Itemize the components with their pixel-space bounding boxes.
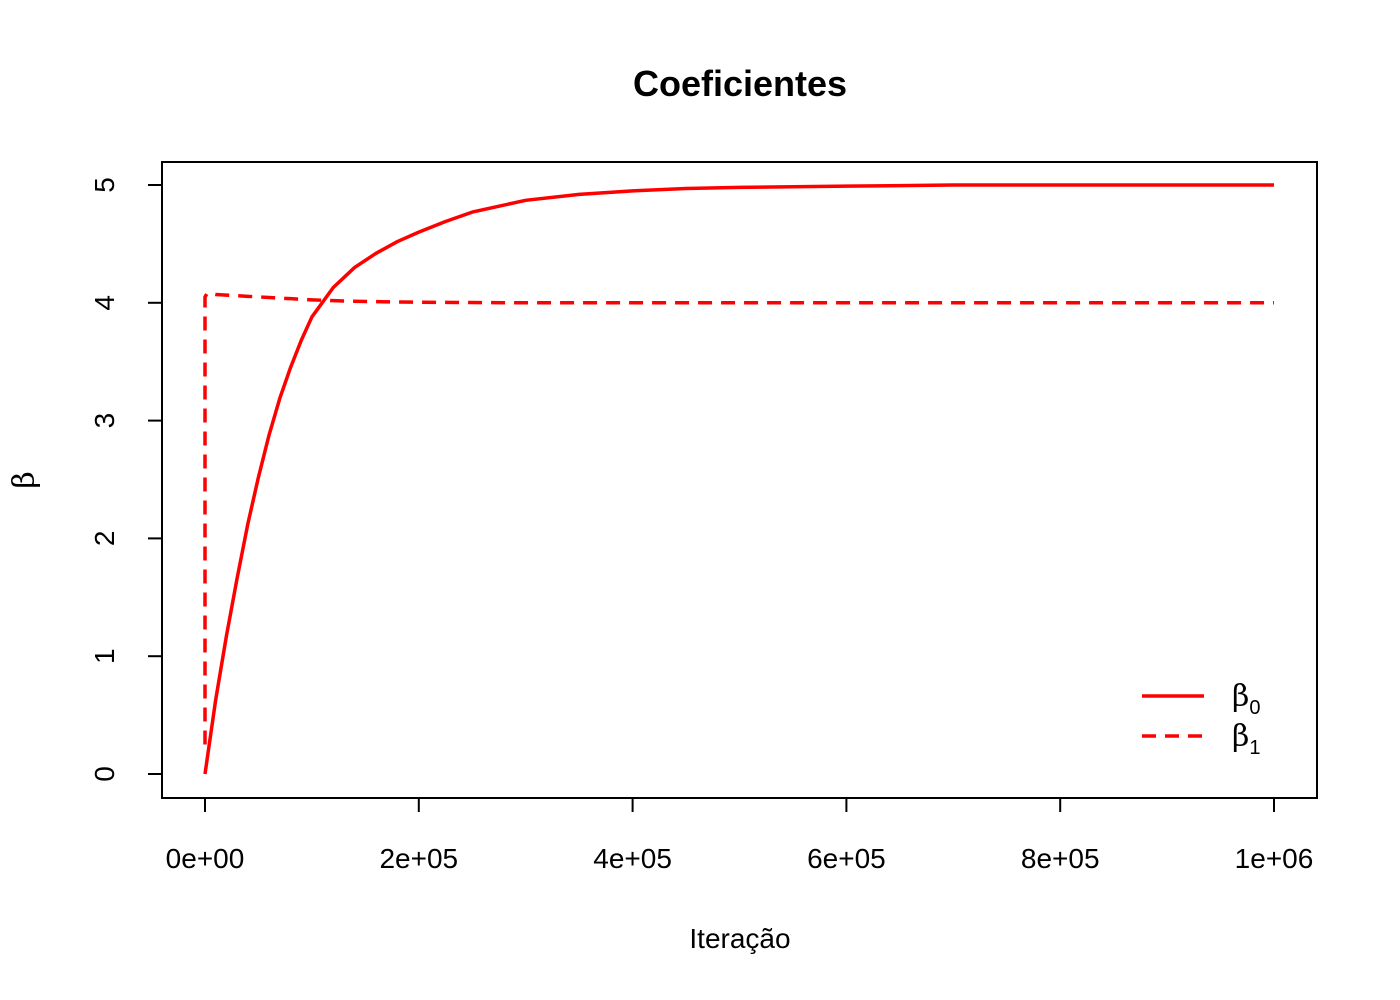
x-tick-label: 0e+00 [166,843,245,874]
y-axis-label: β [7,471,42,488]
legend-label-0: β0 [1232,679,1260,719]
x-tick-label: 8e+05 [1021,843,1100,874]
y-tick-label: 0 [89,766,120,782]
legend-subscript: 1 [1249,737,1260,759]
x-axis-label: Iteração [689,923,790,954]
y-axis: 0 1 2 3 4 5 [89,177,163,782]
y-tick-label: 5 [89,177,120,193]
y-tick-label: 4 [89,295,120,311]
series-line-1 [203,291,1274,745]
legend-subscript: 0 [1249,697,1260,719]
y-tick-label: 2 [89,531,120,547]
series-line-0 [203,183,1274,775]
x-tick-label: 1e+06 [1235,843,1314,874]
plot-frame [161,161,1318,799]
y-tick-label: 1 [89,648,120,664]
y-tick-label: 3 [89,413,120,429]
x-tick-label: 6e+05 [807,843,886,874]
x-axis: 0e+00 2e+05 4e+05 6e+05 8e+05 1e+06 [166,797,1314,874]
x-tick-label: 4e+05 [593,843,672,874]
chart-title: Coeficientes [633,63,847,104]
x-tick-label: 2e+05 [379,843,458,874]
legend-label-1: β1 [1232,719,1260,759]
series-layer [203,183,1274,775]
